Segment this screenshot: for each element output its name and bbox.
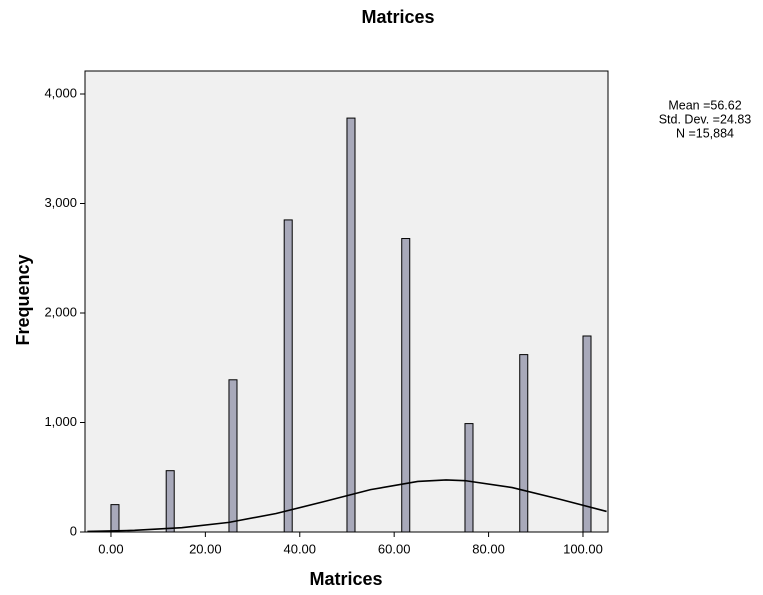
normal-curve [87,479,607,532]
bar [401,238,411,533]
stat-label: Mean =56.62 [668,98,741,112]
x-tick-label: 100.00 [563,541,603,556]
bar [346,117,356,533]
chart-title: Matrices [361,7,434,27]
x-axis-label: Matrices [309,569,382,589]
x-tick-label: 80.00 [472,541,505,556]
y-axis-label: Frequency [13,254,33,345]
x-tick-label: 40.00 [283,541,316,556]
bar [519,354,529,533]
y-tick-label: 2,000 [44,304,77,319]
y-tick-label: 3,000 [44,195,77,210]
x-tick-label: 60.00 [378,541,411,556]
bar [283,219,293,533]
x-tick-label: 20.00 [189,541,222,556]
y-tick-label: 4,000 [44,85,77,100]
bar [228,379,238,533]
stat-label: Std. Dev. =24.83 [659,112,752,126]
bar [110,504,120,533]
y-tick-label: 0 [70,523,77,538]
x-tick-label: 0.00 [98,541,123,556]
stat-label: N =15,884 [676,126,734,140]
y-tick-label: 1,000 [44,414,77,429]
bar [165,470,175,533]
bar [582,335,592,533]
bar [464,423,474,533]
